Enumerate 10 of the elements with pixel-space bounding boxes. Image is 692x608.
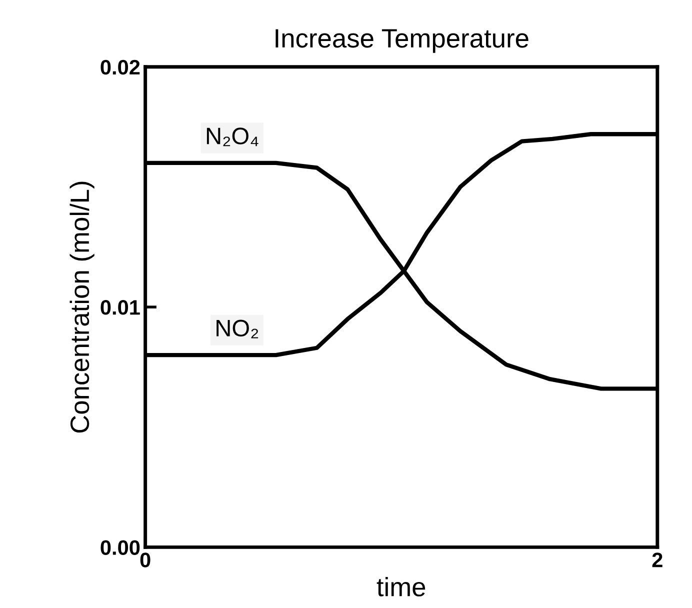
x-tick-label: 2 — [652, 552, 662, 568]
x-axis-title: time — [376, 577, 426, 596]
y-tick-label: 0.00 — [100, 540, 140, 555]
series-label: N₂O₄ — [206, 128, 258, 146]
y-tick-label: 0.02 — [100, 60, 140, 75]
y-axis-title: Concentration (mol/L) — [70, 182, 94, 433]
y-tick-label: 0.01 — [100, 300, 140, 315]
x-tick-label: 0 — [140, 552, 150, 568]
chart-title: Increase Temperature — [276, 29, 528, 53]
series-label: NO₂ — [216, 320, 258, 338]
